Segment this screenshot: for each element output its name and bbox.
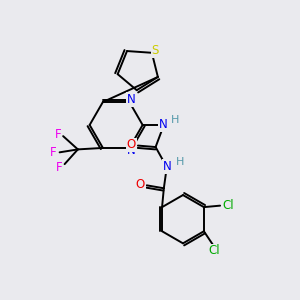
- Text: N: N: [163, 160, 172, 173]
- Text: S: S: [152, 44, 159, 57]
- Text: F: F: [50, 146, 56, 159]
- Text: H: H: [176, 157, 184, 167]
- Text: F: F: [55, 128, 61, 141]
- Text: O: O: [127, 139, 136, 152]
- Text: H: H: [171, 115, 179, 125]
- Text: O: O: [136, 178, 145, 191]
- Text: Cl: Cl: [223, 199, 234, 212]
- Text: F: F: [56, 160, 63, 174]
- Text: N: N: [159, 118, 168, 131]
- Text: N: N: [127, 93, 135, 106]
- Text: Cl: Cl: [208, 244, 220, 257]
- Text: N: N: [127, 144, 135, 157]
